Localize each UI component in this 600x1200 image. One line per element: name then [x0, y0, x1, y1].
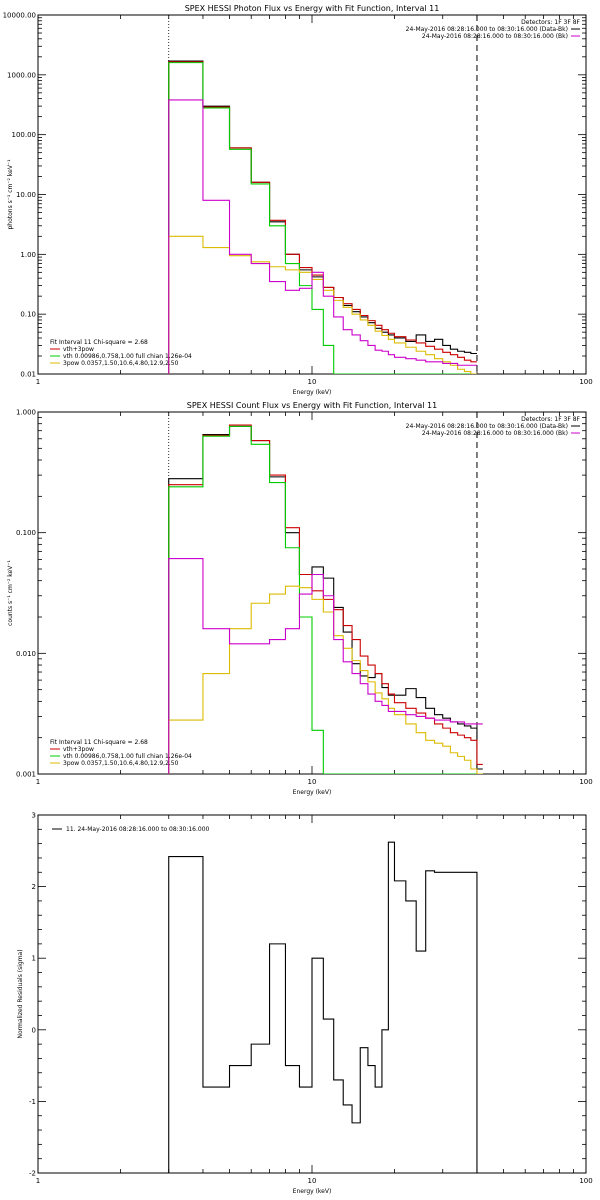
detectors-label: Detectors: 1F 3F 8F [521, 416, 580, 423]
legend-label: 3pow 0.0357,1.50,10.6,4.80,12.9,2.50 [63, 760, 179, 767]
series-data-bk [168, 425, 483, 774]
fit-info-label: Fit Interval 11 Chi-square = 2.68 [50, 739, 148, 746]
y-tick-label: 10.00 [16, 191, 36, 199]
series-vth [168, 62, 477, 374]
y-tick-label: 1.00 [20, 251, 36, 259]
y-axis-label: Normalized Residuals (sigma) [17, 949, 24, 1038]
x-axis-label: Energy (keV) [293, 389, 332, 396]
x-tick-label: 10 [308, 1177, 317, 1185]
x-tick-label: 1 [36, 1177, 40, 1185]
y-tick-label: 2 [32, 883, 36, 891]
series-3pow [168, 585, 483, 774]
y-tick-label: 10000.00 [3, 12, 36, 20]
plot-frame [37, 14, 587, 375]
x-tick-label: 1 [36, 378, 40, 386]
x-axis-label: Energy (keV) [293, 789, 332, 796]
chart-panel-3: 1 10 100 -2 -1 0 1 2 3 Energy (keV) Normalized Res… [17, 812, 593, 1196]
detectors-label: Detectors: 1F 3F 8F [521, 19, 580, 26]
series-residuals [168, 841, 478, 1173]
legend-label: vth 0.00986,0.758,1.00 full chian 1.26e-… [63, 753, 192, 760]
y-tick-label: -1 [29, 1098, 36, 1106]
fit-info-label: Fit Interval 11 Chi-square = 2.68 [50, 339, 148, 346]
chart-title: SPEX HESSI Count Flux vs Energy with Fit… [187, 401, 438, 410]
x-tick-label: 100 [579, 1177, 592, 1185]
time-range-label: 24-May-2016 08:28:16.000 to 08:30:16.000… [422, 430, 568, 437]
x-tick-label: 10 [308, 378, 317, 386]
chart-title: SPEX HESSI Photon Flux vs Energy with Fi… [185, 4, 440, 13]
x-tick-label: 10 [308, 778, 317, 786]
y-axis-label: counts s⁻¹ cm⁻² keV⁻¹ [7, 560, 14, 626]
series-bk [168, 558, 483, 774]
chart-panel-2: 1 10 100 0.001 0.010 0.100 1.000 Energy (keV) co… [7, 401, 593, 796]
legend-label: vth+3pow [63, 346, 94, 353]
y-axis-label: photons s⁻¹ cm⁻² keV⁻¹ [7, 159, 14, 230]
series-vth-3pow [168, 424, 483, 774]
x-tick-label: 100 [579, 778, 592, 786]
y-tick-label: 0 [32, 1026, 36, 1034]
x-tick-label: 100 [579, 378, 592, 386]
series-group [168, 841, 478, 1173]
time-range-label: 24-May-2016 08:28:16.000 to 08:30:16.000… [406, 423, 568, 430]
x-tick-label: 1 [36, 778, 40, 786]
series-vth [168, 425, 483, 774]
chart-panel-1: 1 10 100 0.01 0.10 1.00 10.00 100.00 1000.00 1000… [3, 4, 593, 396]
y-tick-label: -2 [29, 1170, 36, 1178]
series-group [168, 424, 483, 774]
legend-label: vth 0.00986,0.758,1.00 full chian 1.26e-… [63, 353, 192, 360]
y-tick-label: 0.01 [20, 371, 36, 379]
time-range-label: 24-May-2016 08:28:16.000 to 08:30:16.000… [422, 33, 568, 40]
y-tick-label: 1 [32, 955, 36, 963]
y-tick-label: 1.000 [16, 409, 36, 417]
series-group [168, 60, 477, 374]
y-tick-label: 1000.00 [7, 71, 36, 79]
legend-label: vth+3pow [63, 746, 94, 753]
y-tick-label: 0.010 [16, 650, 36, 658]
y-tick-label: 0.100 [16, 529, 36, 537]
series-3pow [168, 235, 477, 374]
time-range-label: 24-May-2016 08:28:16.000 to 08:30:16.000… [406, 26, 568, 33]
y-tick-label: 0.001 [16, 771, 36, 779]
legend-label: 3pow 0.0357,1.50,10.6,4.80,12.9,2.50 [63, 360, 179, 367]
series-bk [168, 99, 477, 374]
x-axis-label: Energy (keV) [293, 1188, 332, 1195]
y-tick-label: 0.10 [20, 311, 36, 319]
legend-label: 11. 24-May-2016 08:28:16.000 to 08:30:16… [66, 826, 210, 833]
y-tick-label: 3 [32, 812, 36, 820]
y-tick-label: 100.00 [12, 131, 37, 139]
